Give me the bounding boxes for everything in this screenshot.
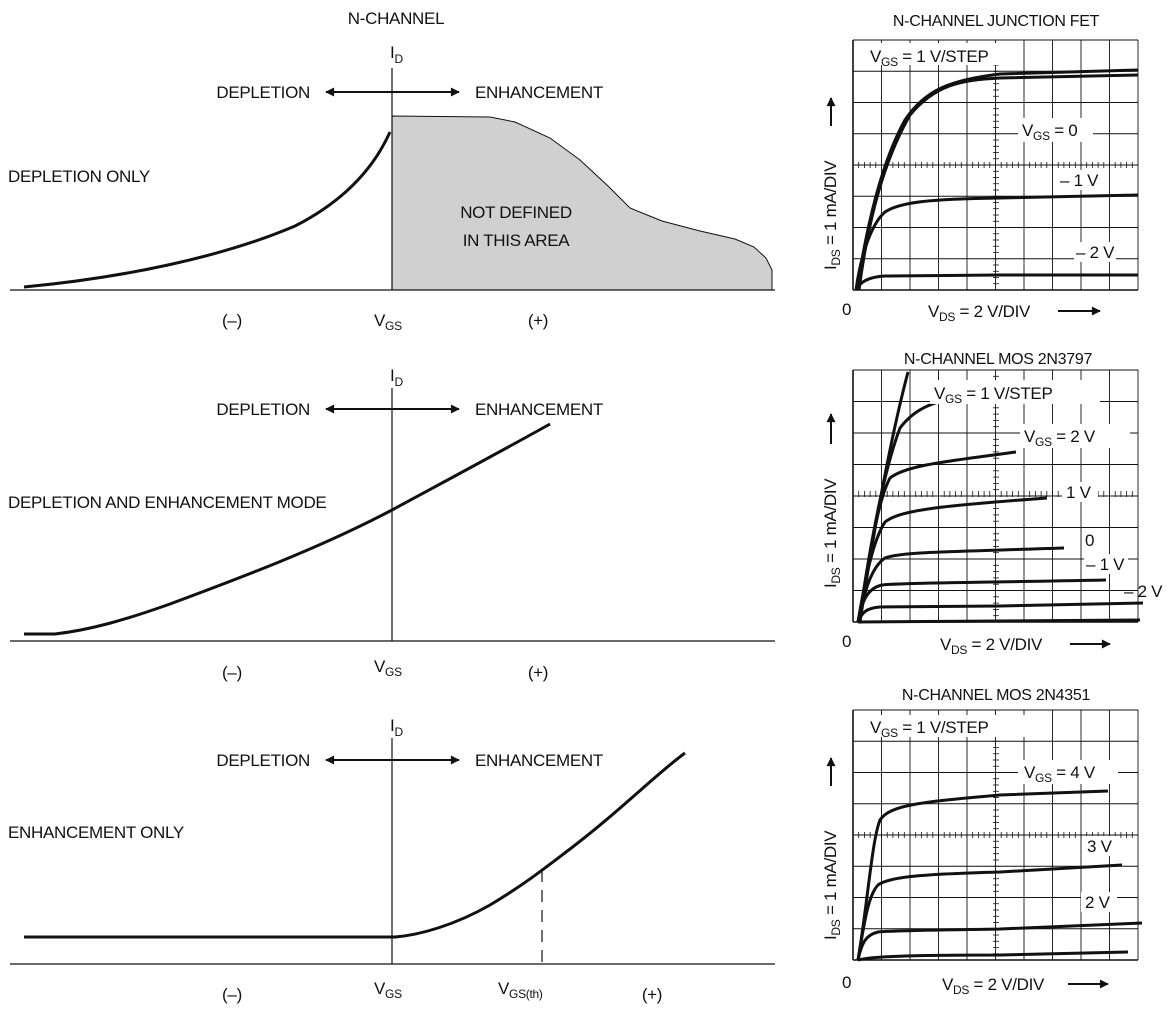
mode-label: ENHANCEMENT ONLY: [8, 823, 184, 842]
negative-sign-label: (–): [222, 985, 242, 1004]
curve-label-2v: 2 V: [1085, 893, 1111, 912]
depletion-label: DEPLETION: [216, 400, 310, 419]
graph-title: N-CHANNEL MOS 2N4351: [902, 687, 1091, 704]
vgs-step-label: VGS = 1 V/STEP: [934, 384, 1053, 406]
undefined-note-line2: IN THIS AREA: [463, 231, 571, 250]
trace-vgs-minus-1: [854, 193, 1139, 291]
x-axis-label: VDS = 2 V/DIV: [940, 635, 1043, 657]
curve-label-vgs-2v: VGS = 2 V: [1024, 427, 1096, 449]
curve-label-bg: [1081, 892, 1117, 912]
id-axis-label: ID: [390, 716, 403, 739]
trace-vgs-minus-3: [857, 618, 1141, 624]
undefined-note-line1: NOT DEFINED: [460, 203, 572, 222]
curve-tracer-jfet: N-CHANNEL JUNCTION FET VGS = 1 V/STEP VG…: [821, 13, 1139, 324]
vgs-step-label: VGS = 1 V/STEP: [870, 47, 989, 69]
curve-label-vgs-0: VGS = 0: [1022, 121, 1077, 143]
enhancement-label: ENHANCEMENT: [475, 751, 603, 770]
x-axis-label: VDS = 2 V/DIV: [928, 302, 1031, 324]
transfer-curve: [24, 751, 686, 939]
curve-label-3v: 3 V: [1087, 837, 1113, 856]
curve-tracer-mos-2n3797: N-CHANNEL MOS 2N3797 VGS = 1 V/STEP VGS …: [821, 351, 1163, 657]
positive-sign-label: (+): [528, 311, 548, 330]
panel-depletion-only: ID DEPLETION ENHANCEMENT DEPLETION ONLY …: [8, 43, 775, 333]
trace-vgs-0b: [857, 73, 1139, 291]
y-axis-label: IDS = 1 mA/DIV: [821, 478, 843, 588]
x-axis-label: VDS = 2 V/DIV: [942, 975, 1045, 997]
vgs-threshold-label: VGS(th): [498, 979, 543, 1001]
step-label-bg: [930, 380, 1100, 404]
curve-label-bg: [1082, 530, 1102, 550]
origin-label: 0: [842, 973, 851, 992]
vgs-label: VGS: [374, 979, 402, 1001]
transfer-curve: [24, 422, 551, 636]
trace-vgs-1: [856, 496, 1048, 623]
depletion-label: DEPLETION: [216, 751, 310, 770]
curve-label-bg: [1062, 482, 1098, 502]
depletion-label: DEPLETION: [216, 83, 310, 102]
enhancement-label: ENHANCEMENT: [475, 83, 603, 102]
origin-label: 0: [842, 632, 851, 651]
graph-title: N-CHANNEL JUNCTION FET: [893, 13, 1100, 30]
trace-vgs-minus-1: [856, 578, 1107, 623]
curve-label-bg: [1020, 424, 1130, 448]
curve-tracer-mos-2n4351: N-CHANNEL MOS 2N4351 VGS = 1 V/STEP VGS …: [821, 687, 1143, 997]
trace-vgs-minus-2: [854, 273, 1138, 291]
id-axis-label: ID: [390, 43, 403, 66]
trace-vgs-2v: [856, 921, 1143, 961]
mode-label: DEPLETION AND ENHANCEMENT MODE: [8, 493, 326, 512]
id-axis-label: ID: [390, 366, 403, 389]
vgs-label: VGS: [374, 657, 402, 679]
curve-label-minus-2v: – 2 V: [1076, 243, 1115, 262]
curve-label-minus-2v: – 2 V: [1124, 582, 1163, 601]
curve-label-bg: [1018, 118, 1093, 142]
trace-vgs-4v: [856, 789, 1109, 961]
negative-sign-label: (–): [222, 663, 242, 682]
y-axis-label: IDS = 1 mA/DIV: [821, 160, 843, 270]
panel-depletion-and-enhancement: ID DEPLETION ENHANCEMENT DEPLETION AND E…: [8, 366, 775, 682]
curve-label-minus-1v: – 1 V: [1060, 171, 1099, 190]
trace-vgs-2: [857, 450, 1017, 623]
negative-sign-label: (–): [222, 311, 242, 330]
curve-label-bg: [1018, 760, 1118, 784]
positive-sign-label: (+): [642, 985, 662, 1004]
mode-label: DEPLETION ONLY: [8, 167, 150, 186]
panel-enhancement-only: ID DEPLETION ENHANCEMENT ENHANCEMENT ONL…: [8, 716, 775, 1004]
trace-vgs-0: [856, 546, 1065, 623]
curve-label-minus-1v: – 1 V: [1086, 555, 1125, 574]
graph-title: N-CHANNEL MOS 2N3797: [904, 351, 1093, 368]
curve-label-bg: [1058, 170, 1100, 190]
step-label-bg: [862, 43, 1002, 65]
origin-label: 0: [842, 300, 851, 319]
undefined-region: [391, 115, 773, 291]
curve-label-bg: [1084, 554, 1128, 574]
vgs-step-label: VGS = 1 V/STEP: [870, 718, 989, 740]
curve-label-bg: [1083, 836, 1119, 856]
grid: [852, 709, 1139, 961]
transfer-curve: [23, 131, 392, 289]
vgs-label: VGS: [374, 311, 402, 333]
trace-vgs-minus-2: [856, 601, 1144, 623]
step-label-bg: [862, 715, 1030, 737]
positive-sign-label: (+): [528, 663, 548, 682]
curve-label-vgs-4v: VGS = 4 V: [1024, 763, 1096, 785]
curve-label-0: 0: [1085, 531, 1094, 550]
trace-vgs-1v: [857, 950, 1129, 962]
curve-label-1v: 1 V: [1066, 483, 1092, 502]
enhancement-label: ENHANCEMENT: [475, 400, 603, 419]
curve-label-bg: [1074, 242, 1116, 262]
trace-vgs-3v: [856, 863, 1123, 961]
figure-title: N-CHANNEL: [348, 9, 444, 28]
y-axis-label: IDS = 1 mA/DIV: [821, 830, 843, 940]
